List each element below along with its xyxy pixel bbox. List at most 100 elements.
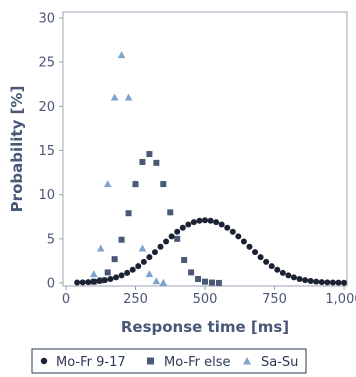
data-point-triangle xyxy=(90,270,98,278)
data-point-circle xyxy=(246,243,253,250)
data-point-circle xyxy=(285,272,292,279)
data-point-circle xyxy=(107,276,114,283)
data-point-circle xyxy=(196,217,203,224)
legend-marker-triangle-icon xyxy=(243,357,251,365)
data-point-square xyxy=(174,235,181,242)
data-point-circle xyxy=(252,249,259,256)
data-point-circle xyxy=(307,278,314,285)
data-point-circle xyxy=(163,238,170,245)
data-point-triangle xyxy=(138,244,147,252)
data-point-circle xyxy=(96,278,103,285)
data-point-circle xyxy=(101,277,108,284)
x-tick-label: 750 xyxy=(262,292,287,307)
data-point-circle xyxy=(185,221,192,228)
legend-label-series-2: Mo-Fr else xyxy=(164,355,231,370)
data-point-square xyxy=(195,276,202,283)
data-point-circle xyxy=(146,254,153,261)
data-point-square xyxy=(208,279,215,286)
data-point-circle xyxy=(168,233,175,240)
data-point-square xyxy=(118,236,125,243)
data-point-square xyxy=(111,256,118,263)
data-point-circle xyxy=(290,274,297,281)
data-point-circle xyxy=(179,224,186,231)
data-point-circle xyxy=(157,243,164,250)
data-point-circle xyxy=(202,217,208,224)
data-point-circle xyxy=(113,274,120,281)
y-tick-label: 0 xyxy=(47,277,55,292)
y-tick-label: 15 xyxy=(38,144,55,159)
data-point-square xyxy=(132,181,139,188)
data-point-triangle xyxy=(103,180,112,188)
data-point-square xyxy=(202,278,208,285)
x-tick-label: 250 xyxy=(123,292,148,307)
legend-label-series-1: Mo-Fr 9-17 xyxy=(56,355,126,370)
data-point-circle xyxy=(341,279,347,286)
data-point-circle xyxy=(224,224,231,231)
data-point-triangle xyxy=(124,93,133,101)
data-point-square xyxy=(181,257,188,264)
legend-marker-square-icon xyxy=(147,357,154,365)
axis-ticks: 0 250 500 750 1,000 0 5 10 15 20 25 30 xyxy=(38,12,356,308)
data-point-triangle xyxy=(159,278,168,286)
data-point-circle xyxy=(263,258,270,265)
data-point-circle xyxy=(118,272,125,279)
data-point-circle xyxy=(213,219,220,226)
data-point-circle xyxy=(79,279,86,286)
data-point-circle xyxy=(313,278,320,285)
data-point-circle xyxy=(324,279,331,286)
x-axis-title: Response time [ms] xyxy=(121,318,289,336)
data-point-square xyxy=(160,181,167,188)
data-point-triangle xyxy=(145,270,154,278)
y-tick-label: 5 xyxy=(47,232,55,247)
data-point-circle xyxy=(129,266,136,273)
data-point-circle xyxy=(235,233,242,240)
data-point-circle xyxy=(229,228,236,235)
data-point-square xyxy=(104,269,111,276)
y-tick-label: 30 xyxy=(38,12,55,27)
data-point-circle xyxy=(151,249,158,256)
legend-box xyxy=(31,348,307,374)
data-point-circle xyxy=(318,279,325,286)
y-tick-label: 10 xyxy=(38,188,55,203)
data-point-circle xyxy=(296,276,303,283)
legend-marker-circle-icon xyxy=(40,357,48,365)
data-point-circle xyxy=(74,279,81,286)
data-point-circle xyxy=(207,217,214,224)
data-point-square xyxy=(139,158,146,165)
data-point-circle xyxy=(140,258,147,265)
data-point-triangle xyxy=(152,277,161,285)
data-point-circle xyxy=(240,238,247,245)
data-point-circle xyxy=(218,221,225,228)
y-tick-label: 25 xyxy=(38,56,55,71)
data-point-circle xyxy=(85,279,92,286)
y-axis-title: Probability [%] xyxy=(8,86,26,213)
data-point-circle xyxy=(135,263,142,270)
data-point-square xyxy=(146,151,153,158)
legend: Mo-Fr 9-17 Mo-Fr else Sa-Su xyxy=(31,348,307,374)
data-point-circle xyxy=(302,277,309,284)
data-point-circle xyxy=(335,279,342,286)
data-point-triangle xyxy=(96,244,105,252)
data-point-circle xyxy=(279,269,286,276)
data-point-circle xyxy=(174,228,181,235)
x-tick-label: 1,000 xyxy=(325,292,356,307)
data-point-circle xyxy=(268,263,275,270)
data-point-circle xyxy=(329,279,336,286)
x-tick-label: 500 xyxy=(193,292,218,307)
data-point-circle xyxy=(90,278,97,285)
data-point-triangle xyxy=(117,51,126,59)
legend-label-series-3: Sa-Su xyxy=(261,355,298,370)
data-point-circle xyxy=(274,266,281,273)
y-tick-label: 20 xyxy=(38,100,55,115)
data-point-circle xyxy=(124,269,131,276)
data-point-square xyxy=(188,269,195,276)
data-point-square xyxy=(125,210,132,217)
plot-area xyxy=(62,11,348,287)
data-point-square xyxy=(215,279,222,286)
data-point-circle xyxy=(190,219,197,226)
data-point-square xyxy=(153,159,160,166)
data-point-circle xyxy=(257,254,264,261)
data-points xyxy=(74,51,347,286)
data-point-triangle xyxy=(110,93,119,101)
